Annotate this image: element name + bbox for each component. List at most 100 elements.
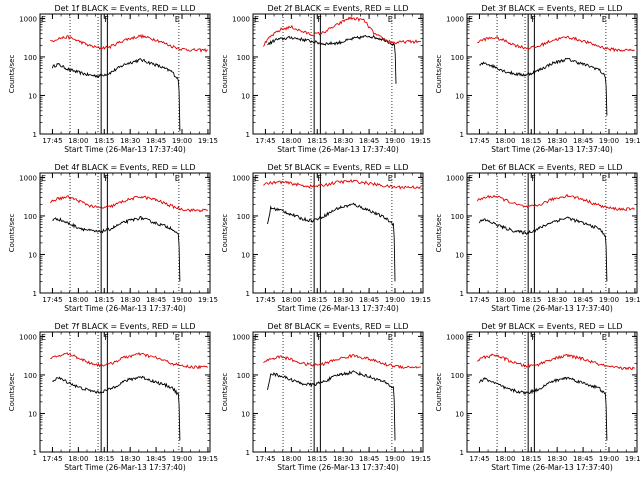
xtick-label: 17:45: [255, 296, 275, 304]
xtick-label: 19:15: [198, 296, 218, 304]
y-axis-label: Counts/sec: [221, 373, 229, 412]
series-group: [263, 16, 421, 84]
x-axis-label: Start Time (26-Mar-13 17:37:40): [64, 304, 186, 313]
xtick-label: 18:15: [94, 455, 114, 463]
xtick-label: 18:15: [94, 296, 114, 304]
xtick-label: 18:00: [495, 137, 515, 145]
xtick-label: 19:15: [411, 137, 431, 145]
ytick-label: 1: [460, 290, 464, 298]
y-axis-label: Counts/sec: [8, 55, 16, 94]
xtick-label: 18:45: [573, 455, 593, 463]
ytick-label: 1000: [19, 15, 37, 23]
ytick-label: 10: [28, 92, 37, 100]
marker-label-2: E: [602, 333, 607, 342]
xtick-label: 18:15: [307, 296, 327, 304]
ytick-label: 1: [33, 449, 37, 457]
series-events-line: [52, 375, 181, 441]
marker-label-2: E: [388, 15, 393, 24]
panel-title: Det 6f BLACK = Events, RED = LLD: [481, 163, 622, 172]
plot-frame: [39, 331, 211, 453]
xtick-label: 18:00: [495, 296, 515, 304]
series-events-line: [478, 376, 608, 441]
series-group: [50, 33, 208, 131]
xtick-label: 18:15: [521, 137, 541, 145]
series-group: [263, 353, 421, 441]
panel-title: Det 7f BLACK = Events, RED = LLD: [54, 322, 195, 331]
xtick-label: 19:15: [625, 455, 640, 463]
x-axis-label: Start Time (26-Mar-13 17:37:40): [277, 304, 399, 313]
series-lld-line: [263, 353, 421, 369]
marker-label-1: F: [317, 333, 322, 342]
marker-label-1: F: [104, 15, 109, 24]
series-lld-line: [50, 352, 208, 370]
xtick-label: 18:15: [94, 137, 114, 145]
xtick-label: 18:00: [281, 455, 301, 463]
panel-4: Det 4f BLACK = Events, RED = LLD E F E 1 10 10…: [8, 163, 218, 313]
ytick-label: 1: [460, 449, 464, 457]
y-axis-label: Counts/sec: [221, 214, 229, 253]
marker-label-0: E: [254, 15, 259, 24]
xtick-label: 19:15: [625, 296, 640, 304]
plot-frame: [39, 13, 211, 135]
ytick-label: 1000: [232, 333, 250, 341]
y-axis-label: Counts/sec: [435, 373, 443, 412]
x-axis-label: Start Time (26-Mar-13 17:37:40): [277, 145, 399, 154]
panel-6: Det 6f BLACK = Events, RED = LLD E F E 1 10 10…: [435, 163, 640, 313]
plot-frame: [39, 172, 211, 294]
ytick-label: 1: [33, 131, 37, 139]
marker-label-2: E: [388, 174, 393, 183]
xtick-label: 18:45: [573, 296, 593, 304]
xtick-label: 18:15: [521, 455, 541, 463]
xtick-label: 19:00: [172, 137, 192, 145]
xtick-label: 18:45: [359, 296, 379, 304]
xtick-label: 18:45: [146, 296, 166, 304]
marker-label-2: E: [175, 15, 180, 24]
series-group: [50, 195, 208, 282]
series-events-line: [52, 216, 181, 282]
xtick-label: 18:30: [333, 137, 353, 145]
xtick-label: 19:00: [599, 296, 619, 304]
xtick-label: 18:45: [146, 455, 166, 463]
panel-2: Det 2f BLACK = Events, RED = LLD E F E 1 10 10…: [221, 4, 431, 154]
xtick-label: 18:00: [68, 137, 88, 145]
ytick-label: 100: [237, 213, 250, 221]
xtick-label: 18:15: [521, 296, 541, 304]
marker-label-0: E: [41, 333, 46, 342]
ytick-label: 1000: [446, 333, 464, 341]
xtick-label: 18:45: [146, 137, 166, 145]
xtick-label: 19:00: [385, 296, 405, 304]
plot-frame: [252, 331, 424, 453]
y-axis-label: Counts/sec: [221, 55, 229, 94]
xtick-label: 17:45: [42, 137, 62, 145]
xtick-label: 18:45: [359, 137, 379, 145]
xtick-label: 18:30: [547, 455, 567, 463]
marker-label-1: F: [104, 174, 109, 183]
xtick-label: 19:00: [172, 455, 192, 463]
xtick-label: 17:45: [255, 455, 275, 463]
y-axis-label: Counts/sec: [435, 214, 443, 253]
xtick-label: 18:15: [307, 137, 327, 145]
xtick-label: 18:45: [573, 137, 593, 145]
marker-label-1: F: [531, 15, 536, 24]
ytick-label: 1: [460, 131, 464, 139]
ytick-label: 1000: [19, 333, 37, 341]
xtick-label: 18:00: [281, 296, 301, 304]
marker-label-0: E: [41, 174, 46, 183]
panel-8: Det 8f BLACK = Events, RED = LLD E F E 1 10 10…: [221, 322, 431, 472]
ytick-label: 100: [451, 213, 464, 221]
xtick-label: 19:15: [411, 296, 431, 304]
marker-label-2: E: [602, 15, 607, 24]
marker-label-2: E: [602, 174, 607, 183]
panel-9: Det 9f BLACK = Events, RED = LLD E F E 1 10 10…: [435, 322, 640, 472]
series-events-line: [479, 57, 608, 116]
plot-frame: [466, 13, 638, 135]
ytick-label: 10: [455, 410, 464, 418]
plot-frame: [252, 172, 424, 294]
panel-title: Det 8f BLACK = Events, RED = LLD: [267, 322, 408, 331]
marker-label-1: F: [531, 333, 536, 342]
series-group: [476, 193, 635, 282]
xtick-label: 19:15: [198, 137, 218, 145]
xtick-label: 18:00: [281, 137, 301, 145]
plot-frame: [466, 172, 638, 294]
xtick-label: 18:30: [333, 296, 353, 304]
